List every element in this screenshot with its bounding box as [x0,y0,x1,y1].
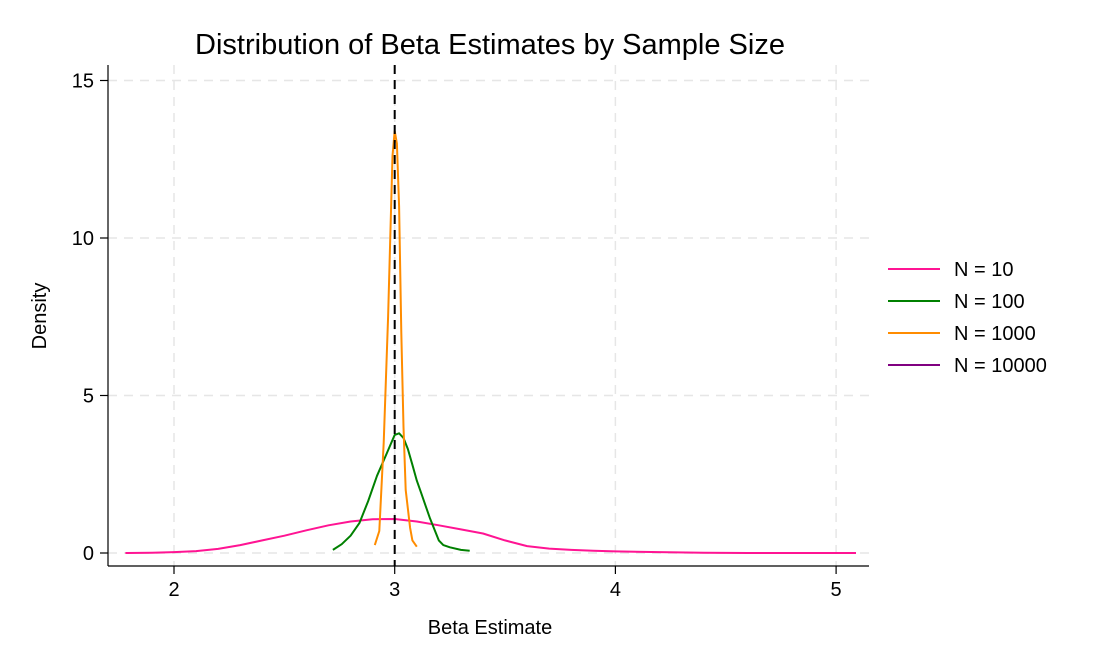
legend-label-4: N = 10000 [954,355,1047,377]
chart-title: Distribution of Beta Estimates by Sample… [195,29,785,61]
legend-label-3: N = 1000 [954,323,1036,345]
legend-label-2: N = 100 [954,291,1025,313]
y-tick-label: 0 [83,543,94,565]
axes [107,65,869,567]
x-tick-label: 5 [831,579,842,601]
x-tick-label: 4 [610,579,621,601]
y-tick-label: 10 [72,228,94,250]
legend: N = 10 N = 100 N = 1000 N = 10000 [888,259,1047,377]
x-axis-label: Beta Estimate [428,617,553,639]
series-group [125,129,856,554]
y-ticks: 0 5 10 15 [72,71,108,565]
x-tick-label: 2 [168,579,179,601]
legend-label-1: N = 10 [954,259,1013,281]
series-line-3 [373,129,418,548]
x-tick-label: 3 [389,579,400,601]
x-ticks: 2 3 4 5 [168,566,842,601]
series-line-2 [332,432,470,552]
y-tick-label: 5 [83,386,94,408]
y-tick-label: 15 [72,71,94,93]
y-axis-label: Density [29,283,51,350]
series-line-1 [125,518,856,554]
